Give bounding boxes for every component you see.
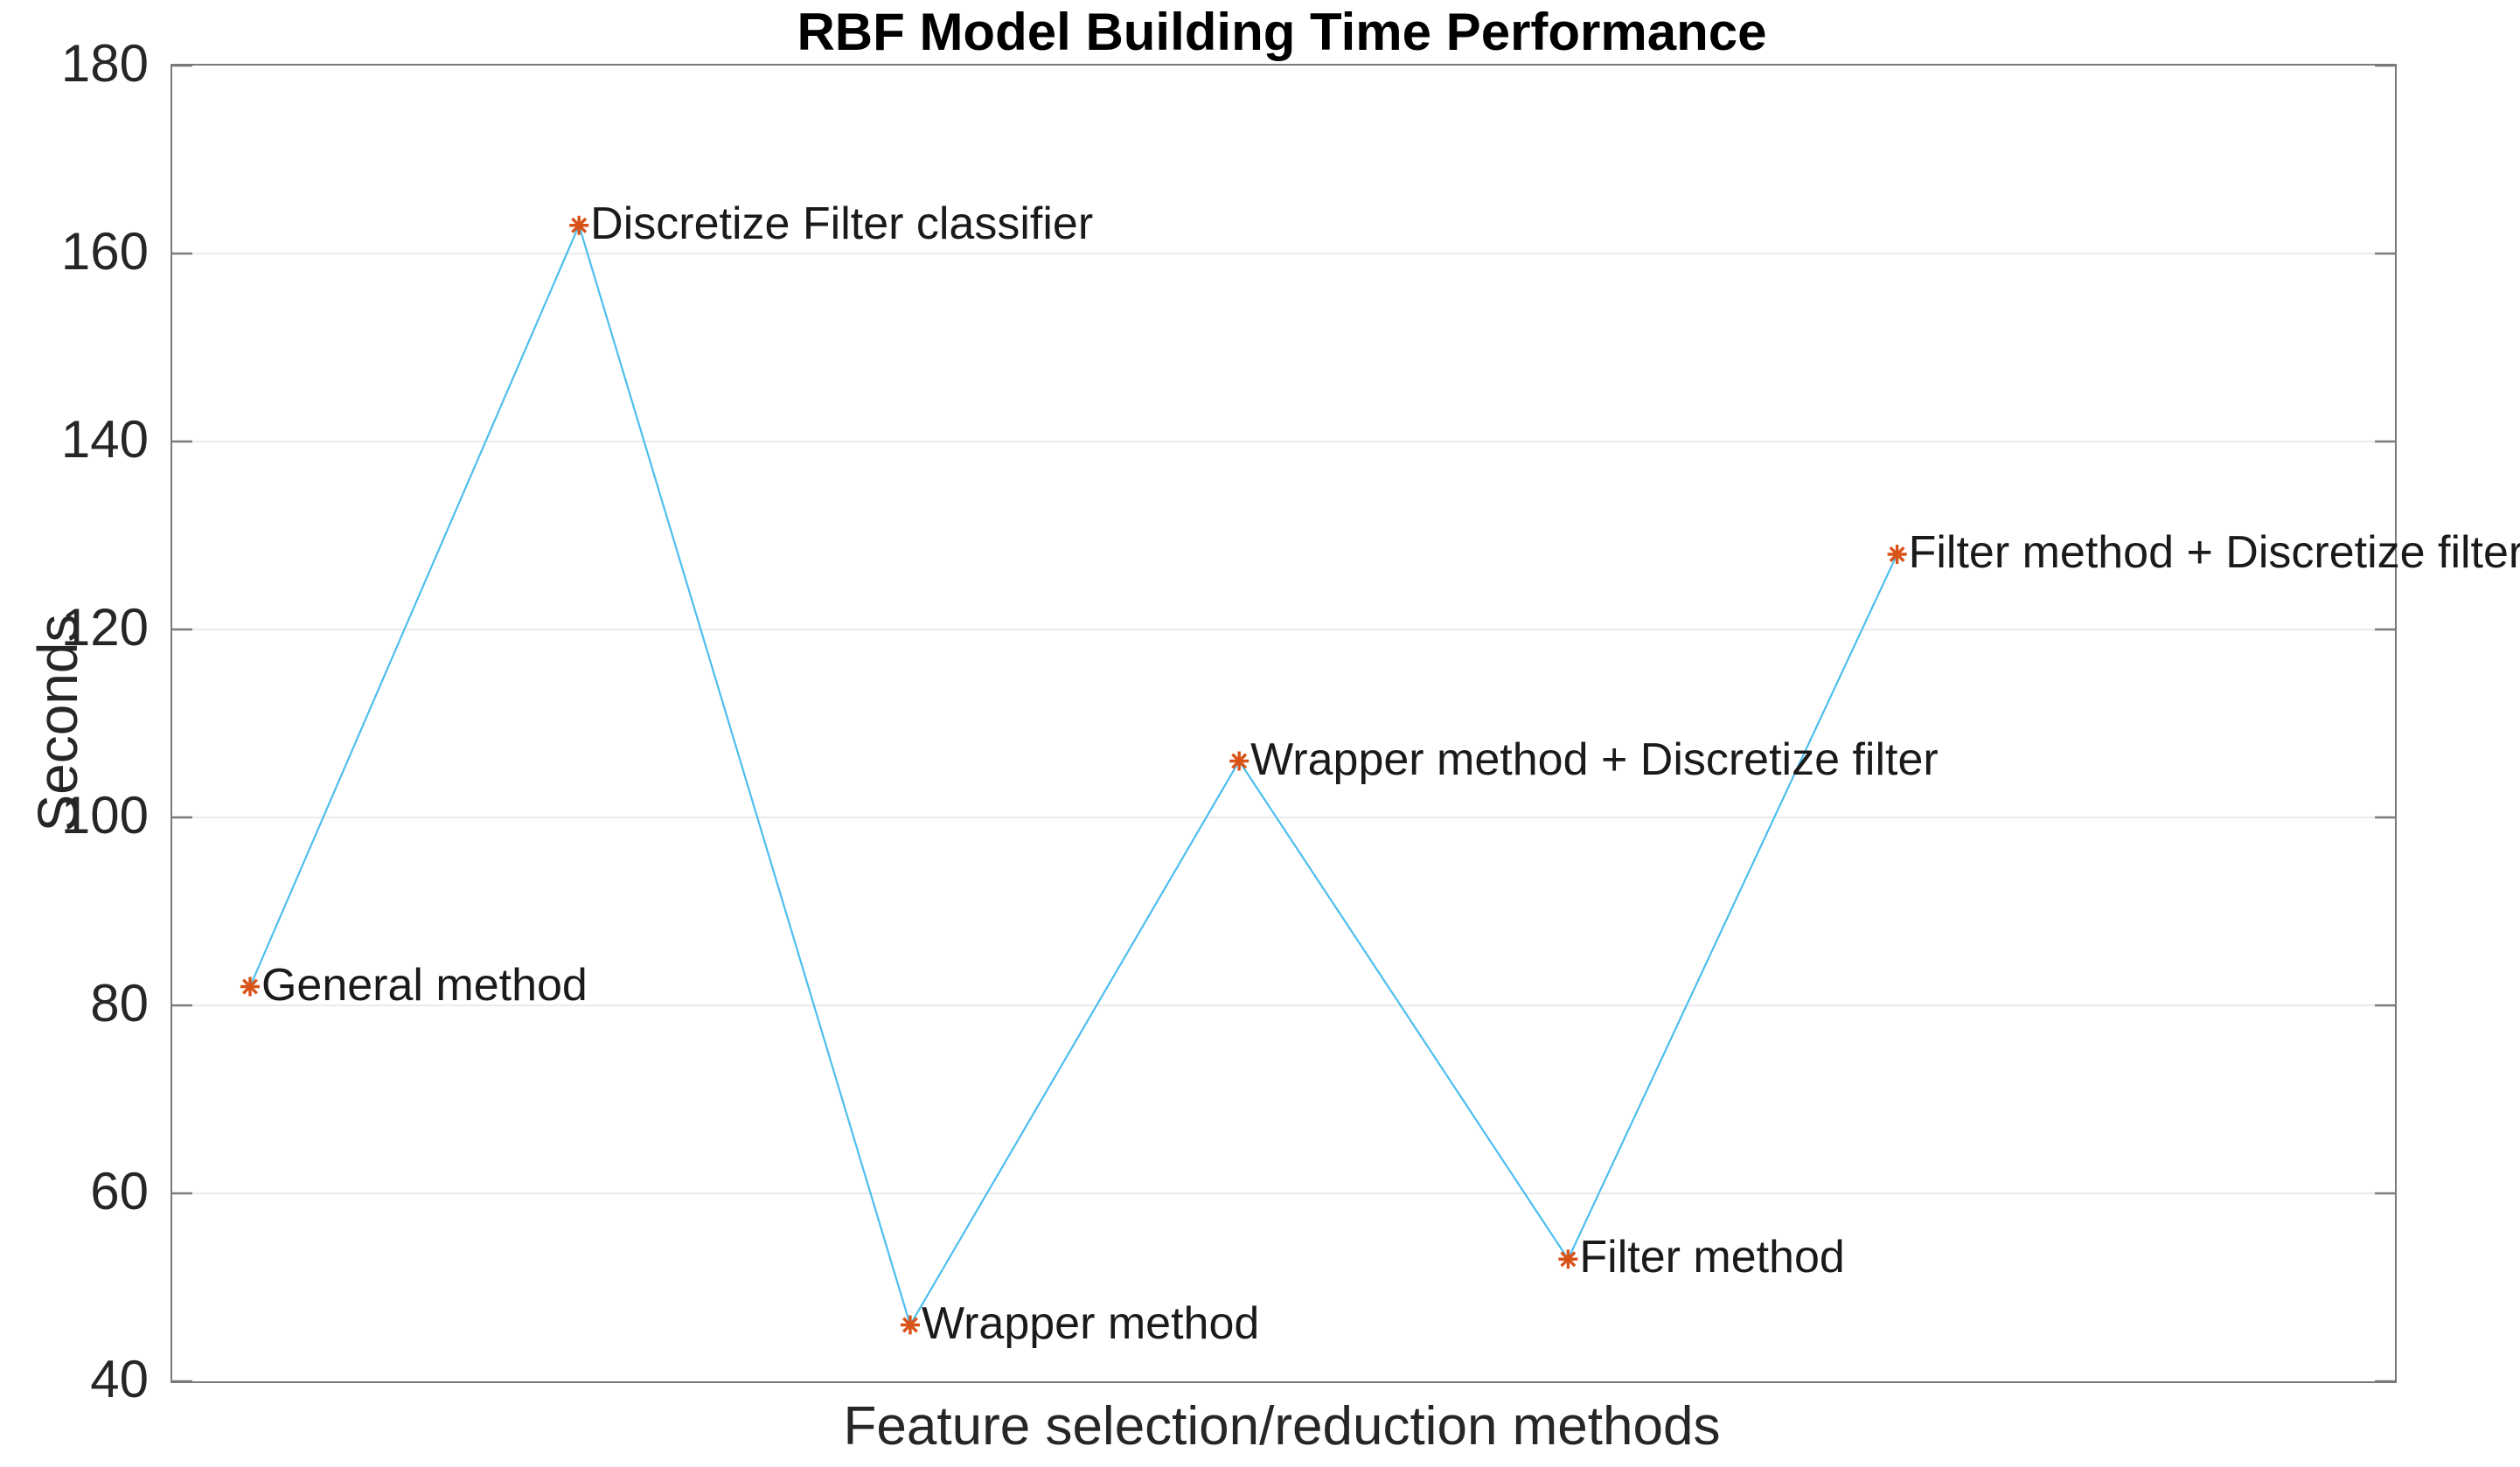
point-label: Filter method [1579,1232,1845,1283]
data-point-marker [569,215,589,235]
x-axis-label: Feature selection/reduction methods [843,1396,1721,1457]
y-tick-label: 180 [60,34,149,93]
point-label: General method [261,959,588,1011]
data-point-marker [1558,1249,1578,1269]
point-label: Wrapper method + Discretize filter [1250,734,1939,785]
point-label: Discretize Filter classifier [590,198,1094,249]
plot-area [171,64,2397,1383]
y-tick-label: 160 [60,222,149,281]
point-label: Wrapper method [921,1297,1260,1349]
y-tick-label: 40 [90,1350,149,1408]
data-point-marker [1887,545,1907,564]
data-point-marker [240,977,260,997]
y-tick-label: 60 [90,1162,149,1220]
y-tick-label: 120 [60,598,149,657]
chart-title: RBF Model Building Time Performance [797,3,1767,61]
data-point-marker [1229,751,1250,771]
chart-canvas [172,64,2395,1383]
data-point-marker [900,1315,920,1335]
y-tick-label: 80 [90,974,149,1032]
y-tick-label: 140 [60,410,149,469]
point-label: Filter method + Discretize filter [1908,527,2520,578]
y-tick-label: 100 [60,786,149,845]
data-line [248,222,1898,1328]
